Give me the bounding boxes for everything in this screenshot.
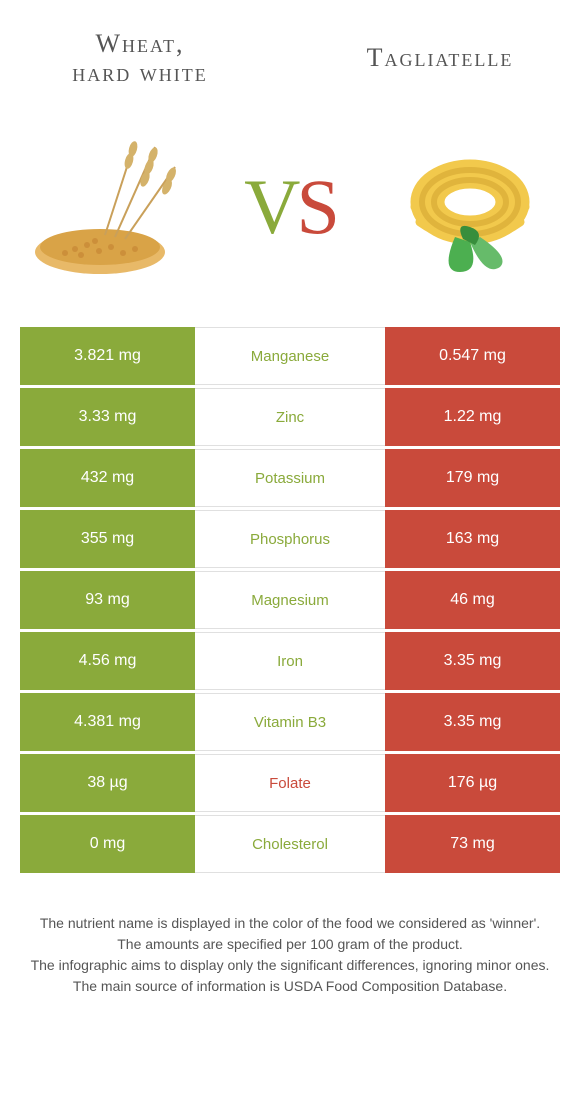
table-row: 355 mgPhosphorus163 mg [20,510,560,568]
table-row: 432 mgPotassium179 mg [20,449,560,507]
footnote-line: The infographic aims to display only the… [20,955,560,976]
pasta-image [380,122,560,292]
vs-s: S [296,162,335,252]
cell-left-value: 3.33 mg [20,388,195,446]
cell-right-value: 0.547 mg [385,327,560,385]
table-row: 4.56 mgIron3.35 mg [20,632,560,690]
cell-left-value: 4.56 mg [20,632,195,690]
cell-nutrient: Phosphorus [195,510,385,568]
cell-nutrient: Vitamin B3 [195,693,385,751]
footnotes: The nutrient name is displayed in the co… [0,913,580,997]
cell-left-value: 4.381 mg [20,693,195,751]
images-row: VS [0,97,580,327]
table-row: 0 mgCholesterol73 mg [20,815,560,873]
cell-nutrient: Magnesium [195,571,385,629]
cell-right-value: 163 mg [385,510,560,568]
cell-right-value: 179 mg [385,449,560,507]
title-left-line1: Wheat, [95,29,184,58]
cell-nutrient: Potassium [195,449,385,507]
cell-right-value: 3.35 mg [385,632,560,690]
title-right: Tagliatelle [330,44,550,73]
header: Wheat, hard white Tagliatelle [0,0,580,97]
table-row: 38 µgFolate176 µg [20,754,560,812]
table-row: 4.381 mgVitamin B33.35 mg [20,693,560,751]
table-row: 3.33 mgZinc1.22 mg [20,388,560,446]
cell-nutrient: Zinc [195,388,385,446]
cell-left-value: 93 mg [20,571,195,629]
footnote-line: The nutrient name is displayed in the co… [20,913,560,934]
wheat-image [20,122,200,292]
title-left: Wheat, hard white [30,30,250,87]
vs-v: V [244,162,296,252]
cell-right-value: 3.35 mg [385,693,560,751]
cell-left-value: 38 µg [20,754,195,812]
comparison-table: 3.821 mgManganese0.547 mg3.33 mgZinc1.22… [20,327,560,873]
cell-right-value: 176 µg [385,754,560,812]
cell-nutrient: Folate [195,754,385,812]
table-row: 93 mgMagnesium46 mg [20,571,560,629]
cell-left-value: 3.821 mg [20,327,195,385]
cell-left-value: 355 mg [20,510,195,568]
title-left-line2: hard white [72,58,207,87]
wheat-icon [25,127,195,287]
footnote-line: The amounts are specified per 100 gram o… [20,934,560,955]
cell-right-value: 1.22 mg [385,388,560,446]
footnote-line: The main source of information is USDA F… [20,976,560,997]
cell-nutrient: Cholesterol [195,815,385,873]
cell-left-value: 0 mg [20,815,195,873]
cell-left-value: 432 mg [20,449,195,507]
vs-label: VS [244,162,336,252]
cell-nutrient: Iron [195,632,385,690]
table-row: 3.821 mgManganese0.547 mg [20,327,560,385]
cell-right-value: 73 mg [385,815,560,873]
cell-right-value: 46 mg [385,571,560,629]
pasta-icon [385,127,555,287]
cell-nutrient: Manganese [195,327,385,385]
